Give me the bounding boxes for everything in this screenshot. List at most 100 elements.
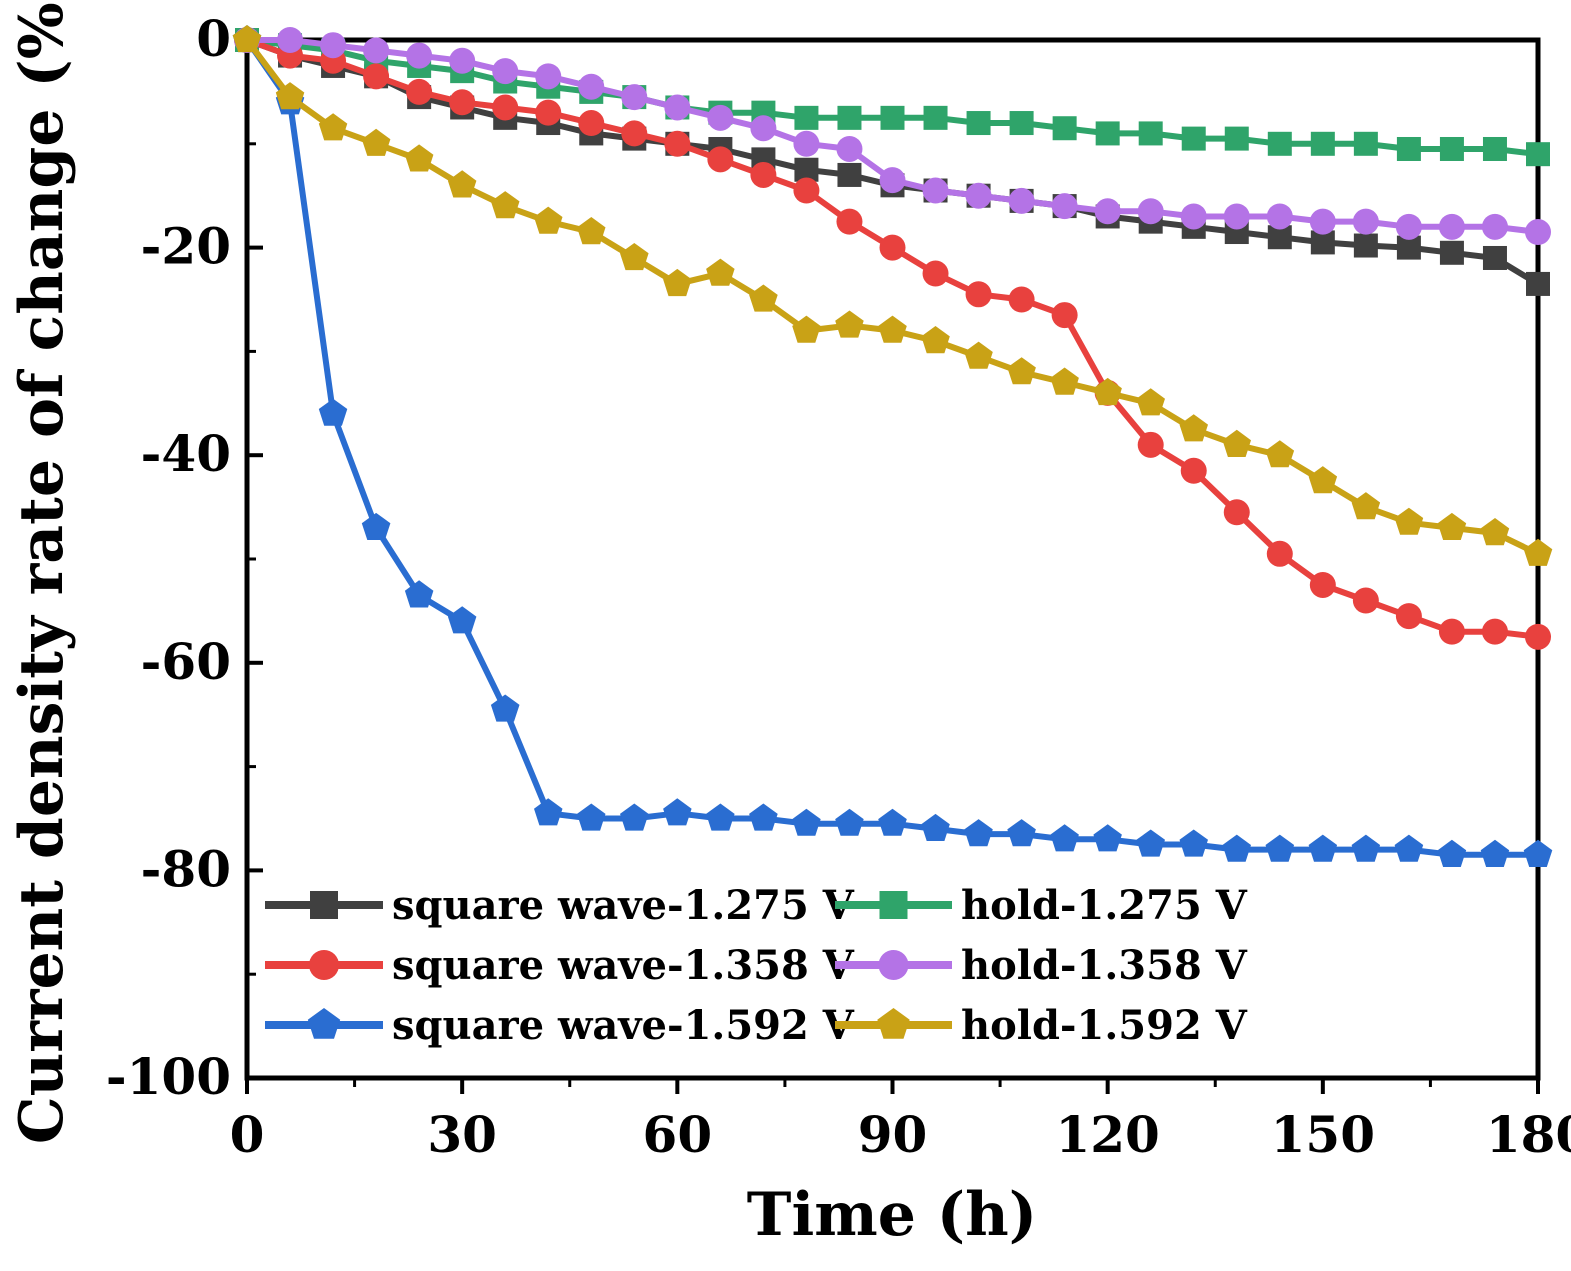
y-tick-label: -40	[141, 424, 231, 483]
data-point	[404, 144, 434, 172]
data-point	[447, 170, 477, 198]
data-point	[1223, 203, 1250, 230]
data-point	[1480, 839, 1510, 867]
data-point	[879, 234, 906, 261]
data-point	[1180, 457, 1207, 484]
data-point	[620, 803, 649, 831]
legend-item: hold-1.592 V	[835, 1002, 1248, 1049]
data-point	[1265, 440, 1295, 468]
data-point	[1351, 834, 1381, 862]
data-point	[1525, 623, 1551, 650]
data-point	[879, 167, 906, 194]
data-point	[835, 310, 864, 338]
data-point	[1180, 203, 1207, 230]
data-point	[577, 803, 606, 831]
x-tick-label: 180	[1486, 1105, 1571, 1164]
data-point	[1308, 834, 1338, 862]
data-point	[275, 82, 305, 110]
data-point	[793, 177, 820, 204]
data-point	[965, 281, 992, 308]
data-point	[490, 694, 520, 722]
data-point	[837, 162, 862, 187]
data-point	[1093, 824, 1122, 852]
legend-swatch-marker	[878, 950, 909, 980]
legend-swatch-marker	[309, 950, 339, 980]
data-point	[1136, 829, 1165, 857]
x-tick-label: 150	[1271, 1105, 1375, 1164]
data-point	[1265, 834, 1295, 862]
data-point	[447, 606, 477, 634]
data-point	[1439, 136, 1464, 161]
data-point	[1223, 499, 1250, 526]
data-point	[706, 803, 735, 831]
legend-label: hold-1.275 V	[961, 882, 1248, 929]
data-point	[880, 105, 905, 130]
legend-label: square wave-1.358 V	[392, 942, 855, 989]
data-point	[578, 73, 605, 100]
legend-item: hold-1.275 V	[835, 882, 1248, 929]
legend-label: hold-1.358 V	[961, 942, 1248, 989]
data-point	[663, 798, 692, 826]
data-point	[836, 208, 863, 235]
legend-item: square wave-1.275 V	[265, 882, 855, 929]
legend: square wave-1.275 V hold-1.275 V square wa…	[265, 882, 1248, 1049]
data-point	[1481, 618, 1508, 645]
x-tick-label: 60	[643, 1105, 713, 1164]
data-point	[1395, 213, 1422, 240]
data-point	[449, 47, 476, 74]
series-3	[234, 27, 1551, 650]
data-point	[966, 111, 991, 136]
y-tick-label: -100	[106, 1047, 231, 1106]
data-point	[1482, 136, 1507, 161]
data-point	[1181, 126, 1206, 151]
data-point	[1095, 121, 1120, 146]
data-point	[707, 104, 734, 131]
data-point	[1309, 208, 1336, 235]
data-point	[492, 94, 519, 121]
data-point	[1008, 286, 1035, 313]
series-layer	[232, 25, 1553, 867]
x-tick-label: 30	[427, 1105, 497, 1164]
data-point	[534, 206, 563, 234]
series-4	[234, 27, 1551, 246]
data-point	[361, 512, 391, 540]
data-point	[1050, 367, 1079, 395]
data-point	[320, 32, 347, 59]
data-point	[363, 63, 390, 90]
legend-label: hold-1.592 V	[961, 1002, 1248, 1049]
data-point	[664, 94, 691, 121]
legend-swatch-marker	[877, 1008, 910, 1039]
data-point	[404, 580, 434, 608]
data-point	[664, 130, 691, 157]
data-point	[1007, 819, 1036, 847]
data-point	[1526, 142, 1550, 167]
data-point	[1179, 829, 1208, 857]
data-point	[1437, 512, 1467, 540]
data-point	[492, 58, 519, 85]
series-5	[232, 25, 1553, 867]
data-point	[1526, 271, 1550, 296]
data-point	[1482, 245, 1507, 270]
data-point	[878, 315, 907, 343]
data-point	[232, 25, 262, 53]
y-tick-label: -60	[141, 632, 231, 691]
data-point	[1137, 431, 1164, 458]
data-point	[921, 326, 950, 354]
data-point	[1352, 587, 1379, 614]
data-point	[1525, 219, 1551, 246]
x-axis-ticks: 0 30 60 90 120 150 180	[230, 1078, 1571, 1164]
data-point	[1094, 198, 1121, 225]
data-point	[923, 105, 948, 130]
data-point	[750, 161, 777, 188]
x-tick-label: 90	[858, 1105, 928, 1164]
legend-label: square wave-1.592 V	[392, 1002, 855, 1049]
data-point	[749, 803, 778, 831]
y-tick-label: -20	[141, 217, 231, 276]
data-point	[750, 115, 777, 142]
data-point	[835, 808, 864, 836]
data-point	[793, 130, 820, 157]
data-point	[1480, 518, 1510, 546]
legend-swatch-marker	[307, 1008, 341, 1039]
